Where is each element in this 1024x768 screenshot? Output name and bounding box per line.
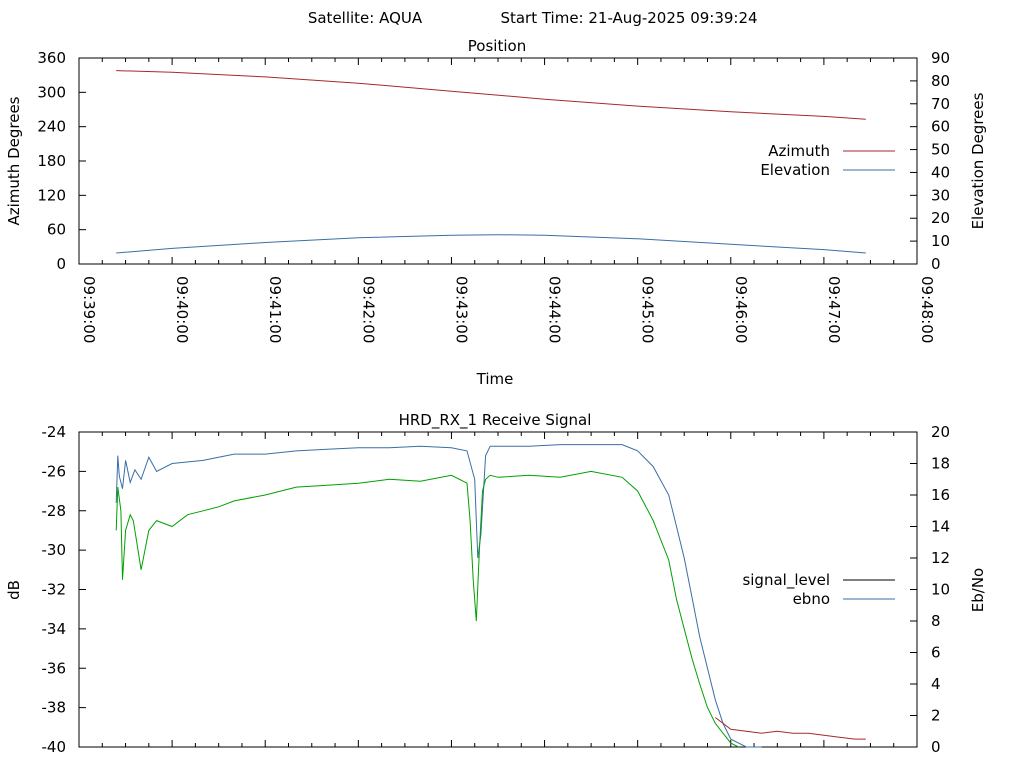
receive-y2-tick-label: 20: [931, 423, 950, 441]
receive-series-line-1: [115, 470, 739, 748]
receive-series-ebno: [115, 444, 762, 748]
position-y-tick-label: 300: [37, 83, 66, 101]
position-chart-title: Position: [468, 37, 526, 55]
receive-y2-tick-label: 2: [931, 707, 941, 725]
receive-signal-chart-title: HRD_RX_1 Receive Signal: [399, 411, 592, 430]
position-x-tick-label: 09:48:00: [918, 276, 936, 343]
position-y2-tick-label: 20: [931, 209, 950, 227]
position-y2-tick-label: 70: [931, 95, 950, 113]
position-chart: Position Azimuth Degrees Elevation Degre…: [5, 37, 987, 388]
receive-y-tick-label: -28: [42, 502, 67, 520]
receive-y-tick-label: -30: [42, 541, 67, 559]
receive-y2-tick-label: 10: [931, 581, 950, 599]
position-y2-tick-label: 40: [931, 163, 950, 181]
position-y-tick-label: 60: [47, 221, 66, 239]
position-x-tick-label: 09:47:00: [825, 276, 843, 343]
receive-y2-tick-label: 14: [931, 518, 950, 536]
position-y-tick-label: 120: [37, 186, 66, 204]
position-y2-tick-label: 10: [931, 232, 950, 250]
receive-y2-tick-label: 8: [931, 612, 941, 630]
receive-y-tick-label: -38: [42, 699, 67, 717]
position-y-tick-label: 360: [37, 49, 66, 67]
receive-y2-tick-label: 0: [931, 738, 941, 756]
satellite-label: Satellite: AQUA: [308, 9, 423, 27]
position-y2-tick-label: 80: [931, 72, 950, 90]
position-x-tick-label: 09:44:00: [546, 276, 564, 343]
position-x-tick-label: 09:43:00: [452, 276, 470, 343]
db-axis-label: dB: [5, 580, 23, 600]
start-time-label: Start Time: 21-Aug-2025 09:39:24: [500, 9, 757, 27]
receive-signal-chart: HRD_RX_1 Receive Signal dB Eb/No -40 -38 -…: [5, 411, 987, 756]
receive-y-tick-label: -32: [42, 581, 67, 599]
position-x-tick-label: 09:45:00: [639, 276, 657, 343]
receive-y-tick-label: -36: [42, 659, 67, 677]
position-x-tick-label: 09:42:00: [359, 276, 377, 343]
position-x-tick-label: 09:40:00: [173, 276, 191, 343]
position-y-tick-label: 240: [37, 118, 66, 136]
position-y2-tick-label: 30: [931, 186, 950, 204]
position-y-tick-label: 180: [37, 152, 66, 170]
position-legend: Azimuth Elevation: [760, 142, 895, 179]
position-y-tick-label: 0: [56, 255, 66, 273]
legend-signal-level-label: signal_level: [742, 571, 830, 590]
position-x-tick-label: 09:39:00: [80, 276, 98, 343]
position-y2-tick-label: 60: [931, 118, 950, 136]
position-y2-tick-label: 50: [931, 141, 950, 159]
position-x-tick-label: 09:41:00: [266, 276, 284, 343]
position-x-tick-label: 09:46:00: [732, 276, 750, 343]
position-series-Azimuth: [116, 70, 866, 120]
receive-y-tick-label: -26: [42, 462, 67, 480]
position-series-Elevation: [116, 234, 866, 254]
legend-ebno-label: ebno: [793, 590, 830, 608]
receive-y2-tick-label: 16: [931, 486, 950, 504]
time-axis-label: Time: [476, 370, 514, 388]
receive-y2-tick-label: 6: [931, 644, 941, 662]
elevation-axis-label: Elevation Degrees: [969, 92, 987, 229]
receive-y-tick-label: -40: [42, 738, 67, 756]
receive-y2-tick-label: 18: [931, 455, 950, 473]
receive-signal-legend: signal_level ebno: [742, 571, 895, 608]
receive-y2-tick-label: 4: [931, 675, 941, 693]
legend-azimuth-label: Azimuth: [768, 142, 830, 160]
position-y2-tick-label: 90: [931, 49, 950, 67]
ebno-axis-label: Eb/No: [969, 568, 987, 612]
position-y2-tick-label: 0: [931, 255, 941, 273]
receive-y-tick-label: -24: [42, 423, 67, 441]
receive-y2-tick-label: 12: [931, 549, 950, 567]
receive-y-tick-label: -34: [42, 620, 67, 638]
receive-signal-plot-frame: [78, 431, 918, 748]
azimuth-axis-label: Azimuth Degrees: [5, 96, 23, 225]
receive-series-line-2: [714, 717, 866, 740]
legend-elevation-label: Elevation: [760, 161, 830, 179]
